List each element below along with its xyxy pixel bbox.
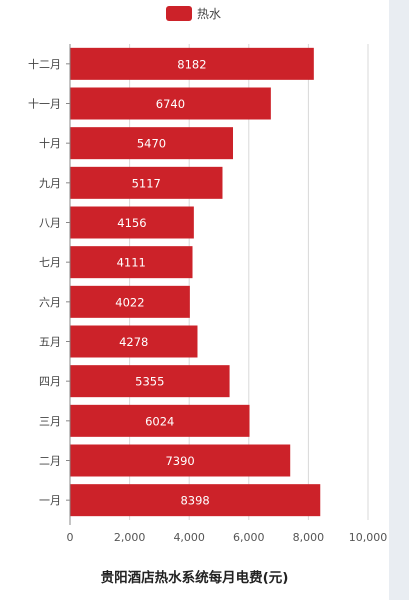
x-tick-label: 6,000 — [233, 531, 265, 544]
data-label: 8182 — [177, 57, 206, 71]
bar[interactable] — [70, 444, 291, 477]
category-label: 十一月 — [28, 97, 61, 111]
bar[interactable] — [70, 87, 271, 120]
grid-lines — [129, 44, 369, 520]
x-tick-label: 4,000 — [173, 531, 205, 544]
data-label: 4156 — [117, 216, 146, 230]
x-tick-label: 8,000 — [293, 531, 325, 544]
data-label: 6024 — [145, 414, 174, 428]
category-label: 一月 — [39, 494, 61, 507]
x-tick-label: 2,000 — [114, 531, 146, 544]
bar[interactable] — [70, 246, 193, 279]
category-label: 七月 — [39, 256, 61, 269]
legend-label[interactable]: 热水 — [197, 7, 221, 21]
data-label: 8398 — [180, 494, 209, 508]
chart-title: 贵阳酒店热水系统每月电费(元) — [100, 570, 289, 586]
scrollbar-strip — [389, 0, 409, 600]
category-label: 九月 — [39, 177, 61, 190]
bar[interactable] — [70, 365, 230, 398]
legend[interactable]: 热水 — [166, 6, 221, 21]
axes: 0 2,000 4,000 6,000 8,000 10,000 十二月十一月十月九月八月七… — [28, 44, 387, 544]
category-label: 五月 — [39, 336, 61, 349]
category-label: 四月 — [39, 375, 61, 388]
data-label: 5355 — [135, 375, 164, 389]
bar[interactable] — [70, 127, 234, 160]
data-label: 5117 — [132, 176, 161, 190]
category-label: 六月 — [39, 296, 61, 309]
bar[interactable] — [70, 206, 194, 239]
category-label: 二月 — [39, 455, 61, 468]
category-label: 三月 — [39, 415, 61, 428]
category-label: 八月 — [39, 217, 61, 230]
bar[interactable] — [70, 484, 321, 517]
x-tick-label: 0 — [67, 531, 74, 544]
bar[interactable] — [70, 166, 223, 199]
x-tick-label: 10,000 — [349, 531, 388, 544]
bar[interactable] — [70, 404, 250, 437]
data-label: 4111 — [117, 256, 146, 270]
data-label: 5470 — [137, 137, 166, 151]
data-label: 7390 — [165, 454, 194, 468]
bars: 8182 6740 5470 5117 4156 4111 4022 4278 5355 6024… — [70, 47, 321, 517]
bar[interactable] — [70, 47, 314, 80]
bar[interactable] — [70, 285, 190, 318]
category-label: 十月 — [39, 136, 61, 150]
bar[interactable] — [70, 325, 198, 358]
data-label: 4278 — [119, 335, 148, 349]
legend-swatch[interactable] — [166, 6, 192, 21]
data-label: 6740 — [156, 97, 185, 111]
category-label: 十二月 — [28, 57, 61, 71]
data-label: 4022 — [115, 295, 144, 309]
